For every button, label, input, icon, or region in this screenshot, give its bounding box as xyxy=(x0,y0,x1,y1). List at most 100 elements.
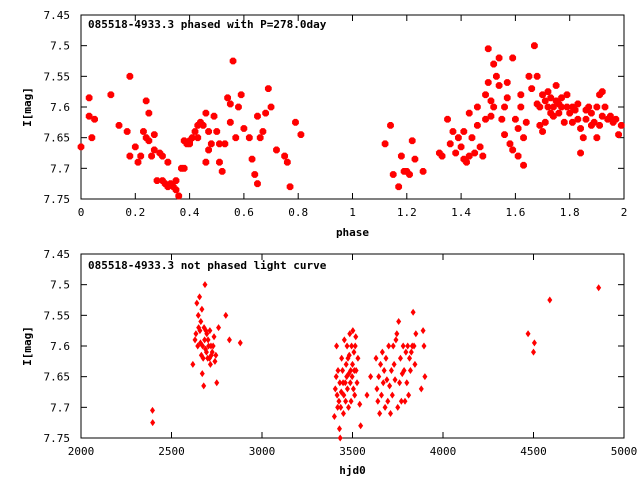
data-point xyxy=(408,348,414,356)
data-point xyxy=(343,360,349,368)
data-point xyxy=(446,140,454,148)
data-point xyxy=(452,149,460,157)
data-point xyxy=(386,342,392,350)
data-point xyxy=(501,103,508,111)
data-point xyxy=(286,183,294,191)
data-point xyxy=(150,419,156,427)
data-point xyxy=(251,171,259,178)
data-point xyxy=(283,158,291,166)
y-axis-label: I[mag] xyxy=(21,87,34,127)
data-point xyxy=(199,370,205,378)
data-point xyxy=(216,158,223,166)
data-point xyxy=(148,152,155,160)
data-point xyxy=(347,330,353,338)
data-point xyxy=(574,100,582,108)
data-point xyxy=(484,45,492,53)
data-point xyxy=(145,137,153,145)
data-point xyxy=(348,397,354,405)
data-point xyxy=(544,88,552,96)
y-tick-label: 7.65 xyxy=(44,132,71,145)
unphased-light-curve-panel: I[mag] hjd0 085518-4933.3 not phased lig… xyxy=(21,248,637,477)
data-point xyxy=(558,94,565,102)
data-point xyxy=(273,146,280,154)
data-point xyxy=(194,299,200,307)
data-point xyxy=(405,342,411,350)
data-point xyxy=(254,112,261,120)
x-tick-label: 2 xyxy=(621,206,628,219)
data-point xyxy=(476,143,484,151)
data-point xyxy=(383,354,389,362)
data-point xyxy=(375,397,381,405)
data-point xyxy=(340,409,346,417)
x-tick-label: 1.6 xyxy=(505,206,525,219)
data-point xyxy=(577,125,584,132)
data-point xyxy=(471,149,479,157)
data-point xyxy=(126,152,134,160)
data-point xyxy=(352,391,358,399)
data-point xyxy=(373,354,379,362)
data-point xyxy=(336,425,342,433)
data-point xyxy=(617,122,625,129)
data-point xyxy=(536,122,544,129)
x-tick-label: 0.2 xyxy=(125,206,145,219)
data-point xyxy=(498,115,506,123)
data-point xyxy=(364,391,370,399)
data-point xyxy=(482,91,489,99)
data-point xyxy=(202,109,210,117)
data-point xyxy=(569,118,576,126)
data-point xyxy=(172,177,180,184)
data-point xyxy=(541,118,549,126)
data-point xyxy=(88,134,96,142)
data-point xyxy=(598,112,606,120)
data-point xyxy=(509,146,517,154)
data-point xyxy=(421,342,427,350)
data-point xyxy=(406,391,412,399)
data-point xyxy=(336,397,342,405)
x-tick-label: 5000 xyxy=(611,445,638,458)
data-point xyxy=(379,348,385,356)
data-point xyxy=(398,397,404,405)
data-point xyxy=(200,354,206,362)
data-point xyxy=(408,137,416,145)
data-point xyxy=(333,373,339,381)
data-point xyxy=(262,109,270,117)
data-point xyxy=(411,342,417,350)
data-point xyxy=(175,192,183,200)
data-point xyxy=(198,317,204,325)
y-tick-label: 7.75 xyxy=(44,432,71,445)
x-tick-label: 3000 xyxy=(249,445,276,458)
data-point xyxy=(482,115,489,123)
data-point xyxy=(210,112,218,120)
data-point xyxy=(213,128,221,135)
y-tick-label: 7.5 xyxy=(50,279,70,292)
y-tick-label: 7.75 xyxy=(44,193,71,206)
data-point xyxy=(552,82,560,89)
data-point xyxy=(582,115,590,123)
data-point xyxy=(281,152,289,160)
data-point xyxy=(203,348,209,356)
data-point xyxy=(337,434,343,442)
data-point xyxy=(353,333,359,341)
data-point xyxy=(574,115,582,123)
data-point xyxy=(473,122,481,129)
data-point xyxy=(525,72,533,80)
data-point xyxy=(347,379,353,387)
data-series xyxy=(149,281,602,442)
data-point xyxy=(338,403,344,411)
data-point xyxy=(525,330,531,338)
data-point xyxy=(479,152,487,160)
data-point xyxy=(140,128,147,135)
data-point xyxy=(137,152,145,160)
x-tick-label: 1.2 xyxy=(397,206,417,219)
data-point xyxy=(506,140,514,148)
data-point xyxy=(335,403,341,411)
data-point xyxy=(454,134,462,142)
data-point xyxy=(517,103,525,111)
x-tick-label: 4000 xyxy=(430,445,457,458)
x-tick-label: 4500 xyxy=(520,445,547,458)
data-point xyxy=(207,140,215,148)
data-point xyxy=(547,94,555,102)
data-point xyxy=(473,103,481,111)
data-point xyxy=(267,103,275,111)
data-point xyxy=(232,134,240,142)
